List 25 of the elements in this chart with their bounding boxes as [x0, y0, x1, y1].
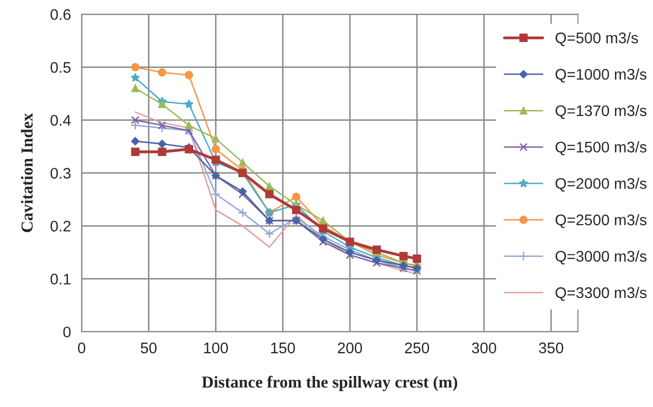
x-tick-label: 300	[472, 342, 496, 354]
legend-label: Q=3300 m3/s	[556, 286, 646, 301]
legend-label: Q=2500 m3/s	[556, 214, 646, 228]
x-tick-label: 100	[204, 342, 228, 354]
x-tick-label: 250	[404, 342, 430, 354]
x-tick-label: 150	[271, 342, 295, 354]
legend-label: Q=500 m3/s	[556, 32, 638, 46]
y-axis-title: Cavitation Index	[20, 113, 33, 232]
x-tick-label: 350	[538, 342, 564, 354]
y-tick-label: 0.2	[50, 220, 70, 232]
legend-label: Q=3000 m3/s	[556, 250, 646, 264]
y-tick-label: 0.5	[50, 62, 71, 73]
x-axis-title: Distance from the spillway crest (m)	[202, 376, 458, 392]
y-tick-label: 0	[63, 326, 71, 338]
x-tick-label: 200	[338, 342, 362, 354]
legend-label: Q=1000 m3/s	[556, 68, 646, 82]
legend-label: Q=2000 m3/s	[556, 178, 646, 192]
y-tick-label: 0.1	[50, 274, 70, 284]
y-tick-label: 0.6	[50, 9, 71, 20]
legend-label: Q=1500 m3/s	[556, 141, 646, 156]
x-tick-label: 50	[140, 342, 157, 354]
x-tick-label: 0	[78, 342, 86, 354]
y-tick-label: 0.3	[50, 168, 71, 179]
legend-label: Q=1370 m3/s	[556, 104, 646, 119]
y-tick-label: 0.4	[50, 114, 71, 126]
